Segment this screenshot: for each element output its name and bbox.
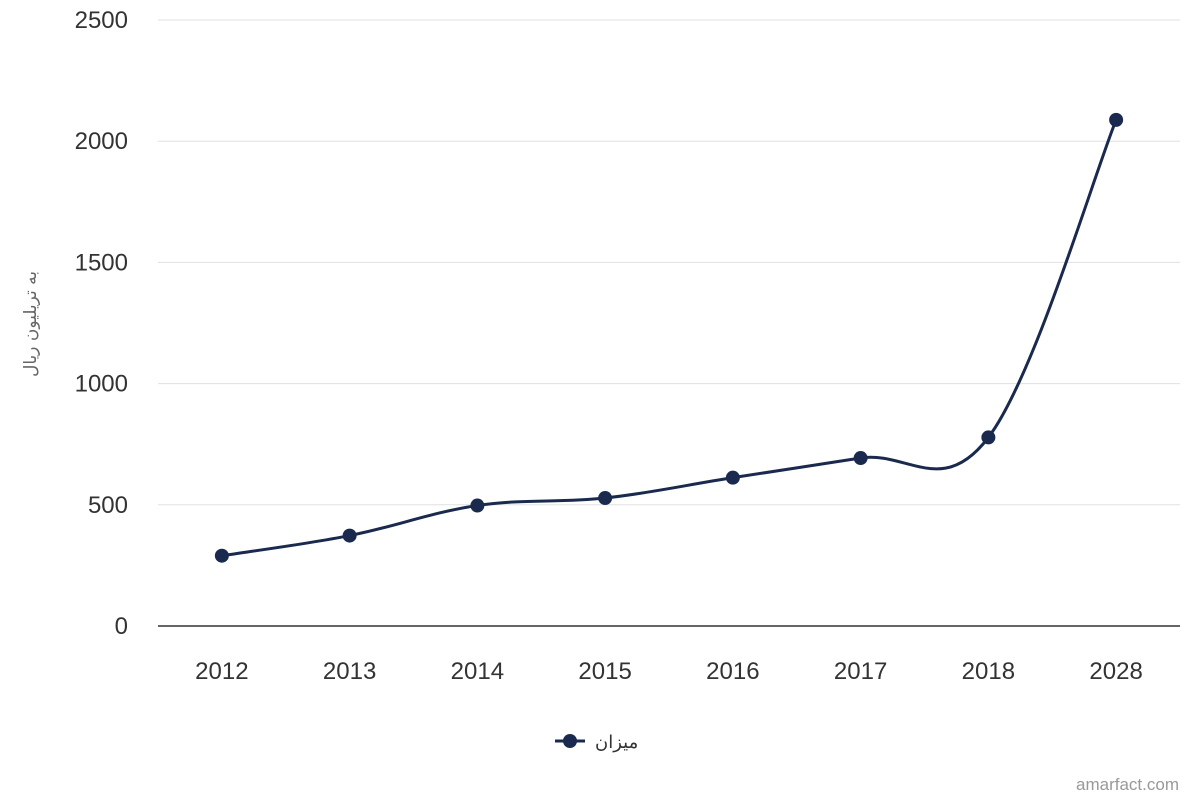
x-tick-label: 2014: [451, 658, 504, 685]
watermark: amarfact.com: [1076, 775, 1179, 794]
series-layer: [214, 112, 1124, 563]
legend-dot-marker: [563, 734, 577, 748]
grid-lines: [158, 19, 1180, 506]
x-tick-label: 2017: [834, 658, 887, 685]
data-point[interactable]: [342, 528, 357, 543]
data-point[interactable]: [981, 430, 996, 445]
y-tick-label: 1500: [75, 249, 128, 276]
x-tick-label: 2013: [323, 658, 376, 685]
x-tick-label: 2018: [962, 658, 1015, 685]
x-axis-ticks: 2012 2013 2014 2015 2016 2017 2018 2028: [195, 658, 1143, 685]
y-tick-label: 1000: [75, 371, 128, 398]
x-tick-label: 2015: [578, 658, 631, 685]
y-tick-label: 2500: [75, 7, 128, 34]
series-line: [220, 118, 1118, 558]
y-axis-ticks: 0 500 1000 1500 2000 2500: [75, 7, 128, 640]
data-point[interactable]: [470, 498, 485, 513]
data-point[interactable]: [598, 491, 613, 506]
data-point[interactable]: [214, 548, 229, 563]
x-tick-label: 2028: [1089, 658, 1142, 685]
y-tick-label: 500: [88, 492, 128, 519]
data-point[interactable]: [853, 451, 868, 466]
data-point[interactable]: [1109, 112, 1124, 127]
x-tick-label: 2016: [706, 658, 759, 685]
x-tick-label: 2012: [195, 658, 248, 685]
y-tick-label: 0: [115, 613, 128, 640]
legend-series-label: میزان: [595, 732, 638, 753]
y-tick-label: 2000: [75, 128, 128, 155]
y-axis-title: به تریلیون ریال: [21, 271, 41, 377]
legend[interactable]: میزان: [555, 732, 638, 753]
data-point[interactable]: [725, 470, 740, 485]
